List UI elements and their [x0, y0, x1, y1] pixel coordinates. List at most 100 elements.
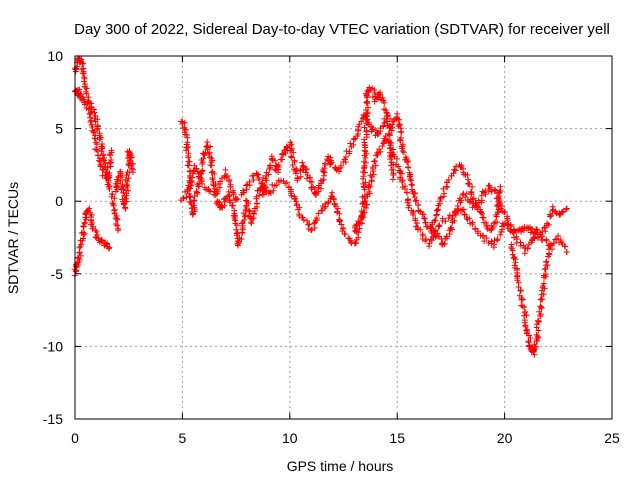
data-point: [90, 223, 97, 230]
data-point: [527, 334, 534, 341]
data-point: [537, 304, 544, 311]
data-point: [268, 153, 275, 160]
data-point: [218, 204, 225, 211]
data-point: [441, 190, 448, 197]
data-point: [122, 195, 129, 202]
data-point: [127, 154, 134, 161]
tick-labels: 0 5 10 15 20 25 -15 -10 -5 0 5 10: [43, 48, 620, 446]
data-point: [337, 217, 344, 224]
data-point: [92, 118, 99, 125]
data-point: [183, 131, 190, 138]
data-point: [317, 185, 324, 192]
data-point: [322, 201, 329, 208]
data-point: [451, 166, 458, 173]
data-point: [124, 178, 131, 185]
data-point: [283, 179, 290, 186]
data-point: [531, 235, 538, 242]
data-point: [395, 163, 402, 170]
data-point: [361, 136, 368, 143]
data-point: [328, 159, 335, 166]
data-point: [267, 162, 274, 169]
data-point: [78, 241, 85, 248]
data-point: [216, 199, 223, 206]
x-tick-label: 10: [282, 430, 298, 446]
data-point: [371, 158, 378, 165]
data-point: [380, 123, 387, 130]
data-point: [521, 319, 528, 326]
data-point: [108, 147, 115, 154]
data-point: [518, 297, 525, 304]
data-point: [417, 226, 424, 233]
data-point: [325, 199, 332, 206]
data-point: [210, 182, 217, 189]
plot-border: [74, 55, 613, 420]
data-point: [87, 118, 94, 125]
data-point: [127, 157, 134, 164]
data-point: [405, 158, 412, 165]
data-point: [388, 166, 395, 173]
data-point: [537, 303, 544, 310]
data-points: [71, 55, 570, 358]
data-point: [286, 142, 293, 149]
data-point: [106, 244, 113, 251]
data-point: [279, 150, 286, 157]
data-point: [279, 156, 286, 163]
data-point: [227, 183, 234, 190]
x-tick-label: 0: [71, 430, 79, 446]
data-point: [376, 146, 383, 153]
data-point: [324, 156, 331, 163]
data-point: [487, 184, 494, 191]
data-point: [79, 237, 86, 244]
data-point: [109, 200, 116, 207]
data-point: [330, 195, 337, 202]
x-axis-label: GPS time / hours: [287, 458, 394, 474]
data-point: [91, 115, 98, 122]
data-point: [287, 147, 294, 154]
data-point: [377, 91, 384, 98]
data-point: [483, 235, 490, 242]
data-point: [410, 211, 417, 218]
data-point: [480, 233, 487, 240]
y-tick-label: -10: [43, 338, 63, 354]
data-point: [397, 128, 404, 135]
data-point: [199, 180, 206, 187]
data-point: [478, 192, 485, 199]
data-point: [342, 231, 349, 238]
data-point: [426, 243, 432, 250]
data-point: [91, 128, 98, 135]
data-point: [80, 223, 87, 230]
data-point: [99, 172, 106, 179]
data-point: [208, 162, 215, 169]
data-point: [181, 119, 188, 126]
data-point: [208, 169, 215, 176]
data-point: [289, 162, 296, 169]
data-point: [530, 234, 537, 241]
data-point: [114, 222, 121, 229]
data-point: [421, 215, 428, 222]
data-point: [313, 215, 320, 222]
data-point: [347, 140, 354, 147]
data-point: [128, 154, 135, 161]
tick-marks: [74, 55, 613, 420]
data-point: [512, 259, 519, 266]
data-point: [358, 208, 365, 215]
data-point: [400, 149, 407, 156]
data-point: [129, 160, 136, 167]
data-point: [361, 183, 368, 190]
data-point: [397, 174, 404, 181]
data-point: [457, 208, 464, 215]
data-point: [381, 99, 388, 106]
data-point: [361, 193, 368, 200]
data-point: [435, 223, 442, 230]
data-point: [338, 221, 345, 228]
data-point: [544, 220, 551, 227]
data-point: [112, 220, 119, 227]
x-tick-label: 20: [497, 430, 513, 446]
data-point: [97, 163, 104, 170]
data-point: [530, 347, 537, 354]
data-point: [109, 191, 116, 198]
data-point: [209, 176, 216, 183]
data-point: [519, 303, 526, 310]
data-point: [398, 145, 405, 152]
data-point: [81, 96, 88, 103]
